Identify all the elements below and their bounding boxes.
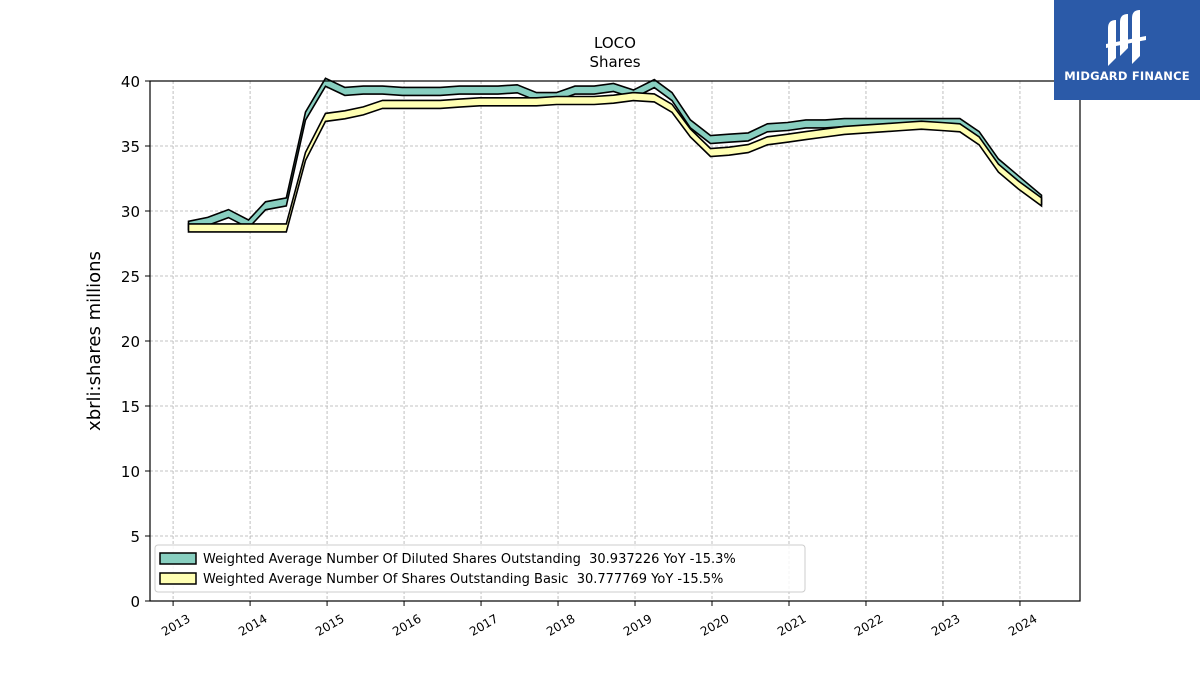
x-tick-label: 2020 [698,611,731,638]
x-tick-label: 2021 [775,611,808,638]
series-bands [187,77,1043,233]
logo-mark-icon [1106,10,1146,66]
x-tick-label: 2023 [929,611,962,638]
x-tick-label: 2013 [159,611,192,638]
grid-lines [150,80,1080,602]
logo-text: MIDGARD FINANCE [1064,69,1190,83]
chart-subtitle: Shares [589,53,640,71]
chart-title: LOCO [594,34,636,52]
x-tick-label: 2017 [467,611,500,638]
x-tick-label: 2024 [1006,611,1039,638]
y-axis-label: xbrli:shares millions [84,251,105,431]
x-axis-ticks: 2013 2014 2015 2016 2017 2018 2019 2020 2021 2022… [159,601,1039,639]
midgard-finance-logo: MIDGARD FINANCE [1054,0,1200,100]
x-tick-label: 2016 [390,611,423,638]
y-tick-label: 35 [121,138,140,156]
legend-label: Weighted Average Number Of Diluted Share… [203,552,736,567]
legend-box [154,544,806,593]
x-tick-label: 2015 [313,611,346,638]
y-tick-label: 25 [121,268,140,286]
y-tick-label: 5 [130,528,140,546]
legend-swatch [159,552,197,565]
legend-label: Weighted Average Number Of Shares Outsta… [203,572,723,587]
x-tick-label: 2018 [544,611,577,638]
y-tick-label: 10 [121,463,140,481]
y-tick-label: 40 [121,73,140,91]
y-tick-label: 30 [121,203,140,221]
x-tick-label: 2022 [852,611,885,638]
legend: Weighted Average Number Of Diluted Share… [154,544,806,593]
x-tick-label: 2014 [236,611,269,638]
y-tick-label: 20 [121,333,140,351]
legend-swatch [159,572,197,585]
series-band-2 [187,91,1043,233]
x-tick-label: 2019 [621,611,654,638]
y-axis-ticks: 0 5 10 15 20 25 30 35 40 [121,73,150,611]
y-tick-label: 15 [121,398,140,416]
y-tick-label: 0 [130,593,140,611]
